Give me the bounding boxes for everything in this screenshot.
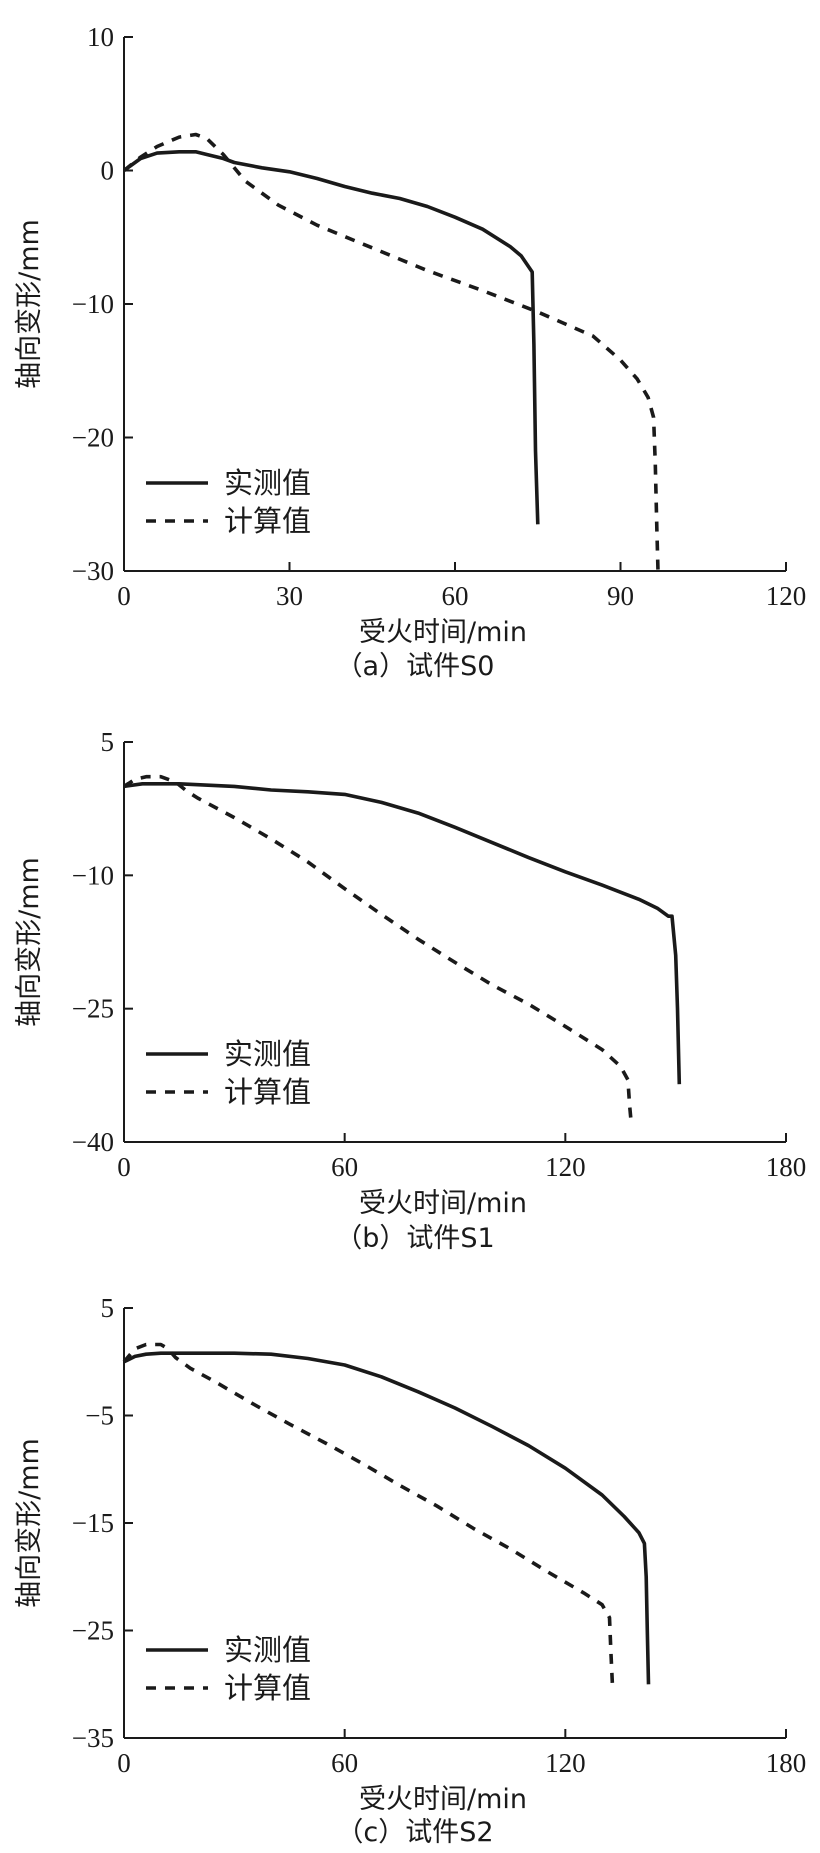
y-tick-label: 0	[101, 156, 115, 186]
series-line-measured	[122, 150, 540, 525]
series-line-calculated	[123, 774, 634, 1127]
chart-2: 0 60 120 180 5 −5 −15 −25 −35 受火时间/min 轴向变形/mm （c）试…	[14, 1293, 806, 1848]
x-tick-label: 90	[607, 581, 634, 611]
chart-1: 0 60 120 180 5 −10 −25 −40 受火时间/min 轴向变形/mm （b）试件S…	[14, 727, 806, 1254]
series-line-calculated	[122, 132, 660, 572]
x-tick-label: 180	[766, 1748, 807, 1778]
chart-0: 0 30 60 90 120 10 0 −10 −20 −30 受火时间/min 轴向变形/mm （a）…	[14, 22, 806, 682]
y-axis-title: 轴向变形/mm	[14, 1438, 45, 1608]
x-tick-label: 60	[442, 581, 469, 611]
chart-caption: （c）试件S2	[336, 1817, 493, 1848]
x-tick-label: 60	[331, 1748, 358, 1778]
chart-caption: （a）试件S0	[336, 651, 495, 682]
x-axis-title: 受火时间/min	[359, 617, 527, 648]
x-tick-label: 0	[117, 1152, 131, 1182]
x-tick-label: 0	[117, 581, 131, 611]
legend-label: 实测值	[224, 466, 311, 500]
legend-label: 实测值	[224, 1037, 311, 1071]
y-tick-label: −30	[72, 556, 114, 586]
legend-label: 计算值	[224, 1671, 311, 1705]
x-axis-title: 受火时间/min	[359, 1188, 527, 1219]
legend-label: 计算值	[224, 1075, 311, 1109]
x-tick-label: 120	[545, 1152, 586, 1182]
y-axis-title: 轴向变形/mm	[14, 219, 45, 389]
x-tick-label: 120	[545, 1748, 586, 1778]
y-tick-label: −5	[85, 1401, 114, 1431]
y-tick-label: 10	[87, 22, 114, 52]
chart-caption: （b）试件S1	[335, 1223, 494, 1254]
y-tick-label: −20	[72, 423, 114, 453]
series-line-measured	[123, 1351, 651, 1685]
y-tick-label: −40	[72, 1127, 114, 1157]
y-axis-title: 轴向变形/mm	[14, 857, 45, 1027]
y-tick-label: 5	[101, 727, 115, 757]
y-tick-label: −10	[72, 289, 114, 319]
y-tick-label: 5	[101, 1293, 115, 1323]
series-line-measured	[123, 781, 682, 1085]
y-tick-label: −25	[72, 994, 114, 1024]
x-tick-label: 180	[766, 1152, 807, 1182]
y-tick-label: −25	[72, 1616, 114, 1646]
legend-label: 计算值	[224, 504, 311, 538]
y-tick-label: −15	[72, 1508, 114, 1538]
legend-label: 实测值	[224, 1633, 311, 1667]
series-line-calculated	[122, 1342, 615, 1685]
x-tick-label: 60	[331, 1152, 358, 1182]
x-axis-title: 受火时间/min	[359, 1784, 527, 1815]
x-tick-label: 0	[117, 1748, 131, 1778]
x-tick-label: 30	[276, 581, 303, 611]
x-tick-label: 120	[766, 581, 807, 611]
y-tick-label: −10	[72, 860, 114, 890]
y-tick-label: −35	[72, 1723, 114, 1753]
